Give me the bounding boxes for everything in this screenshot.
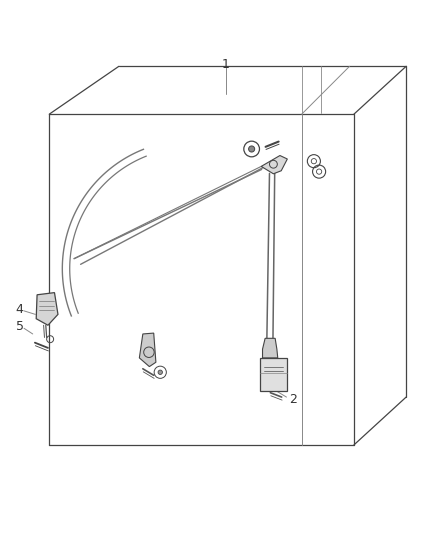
Polygon shape (262, 338, 278, 358)
Text: 2: 2 (289, 393, 297, 406)
Text: 4: 4 (16, 303, 24, 316)
Text: 1: 1 (222, 58, 230, 70)
Polygon shape (261, 156, 287, 174)
Circle shape (158, 370, 162, 375)
FancyBboxPatch shape (260, 358, 287, 391)
Circle shape (249, 146, 254, 152)
Text: 5: 5 (16, 320, 24, 333)
Polygon shape (139, 333, 156, 367)
Polygon shape (36, 293, 58, 325)
